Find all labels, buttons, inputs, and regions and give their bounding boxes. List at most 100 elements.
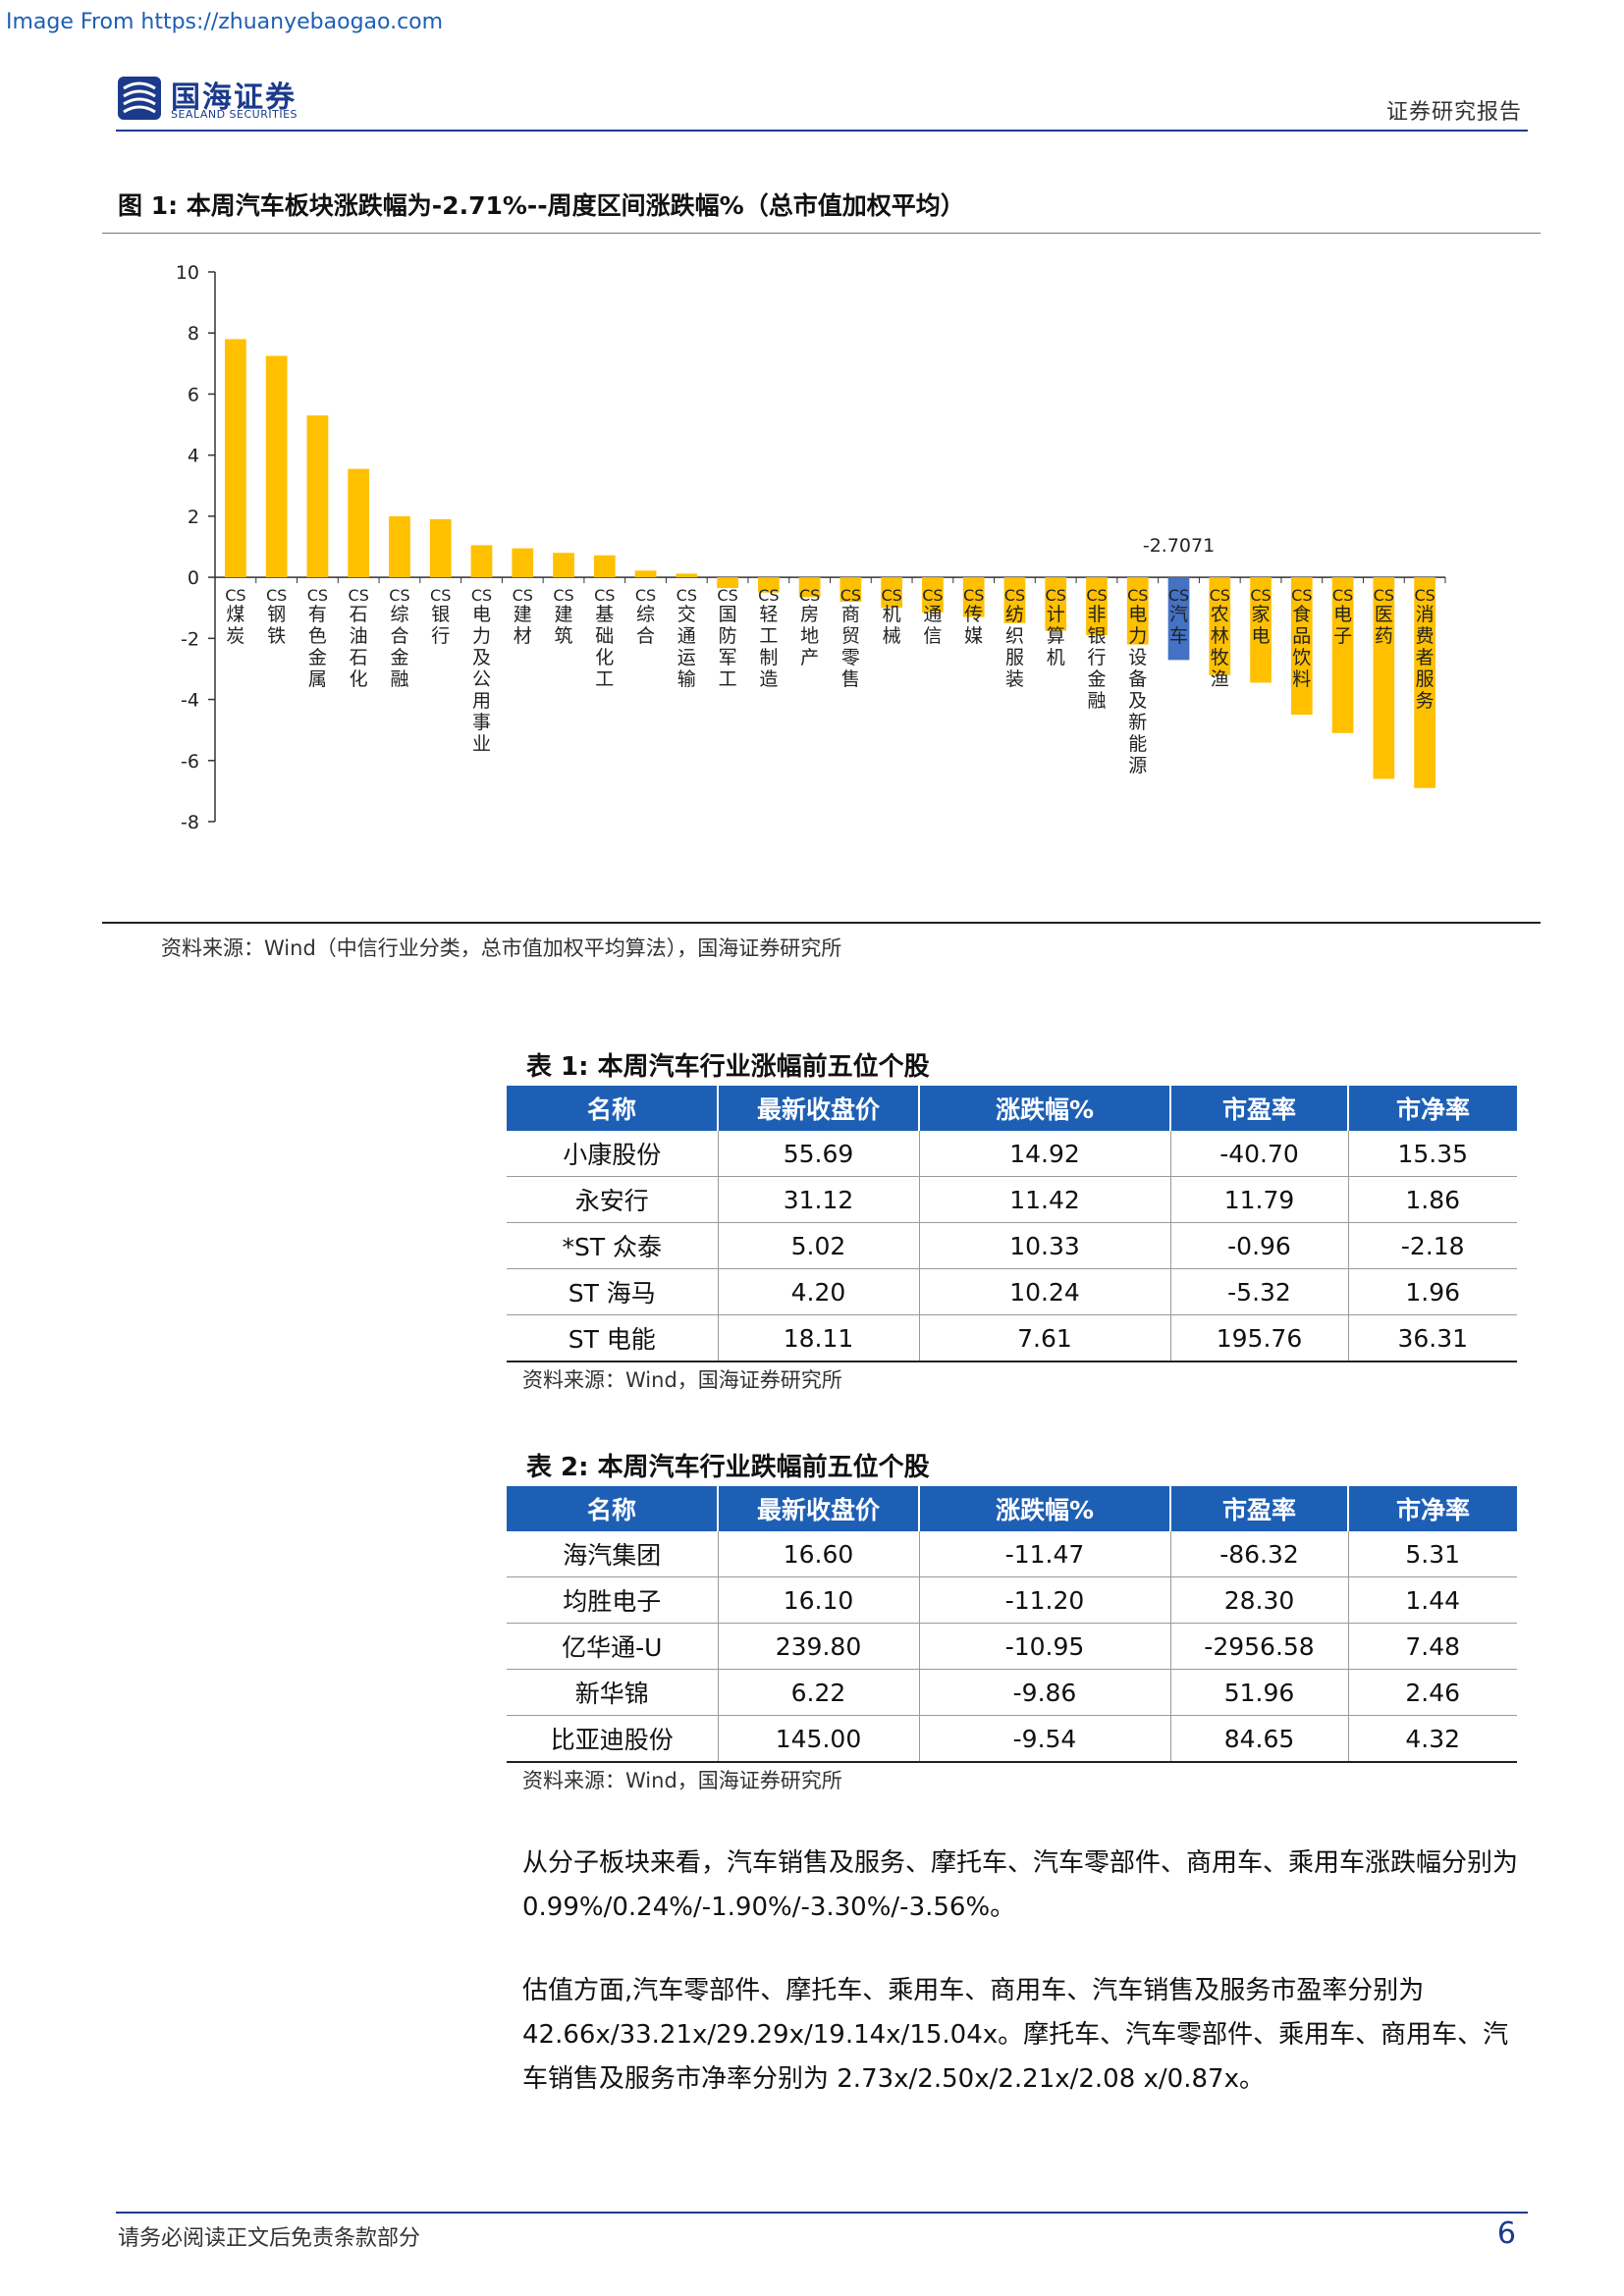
bar-CS石油石化 bbox=[348, 468, 370, 578]
category-label: CS 商贸零售 bbox=[840, 586, 861, 690]
y-tick-label: -8 bbox=[181, 812, 199, 833]
table-cell: 10.24 bbox=[918, 1268, 1170, 1315]
category-label: CS 食品饮料 bbox=[1291, 586, 1312, 690]
table-cell: *ST 众泰 bbox=[507, 1222, 718, 1269]
bar-CS医药 bbox=[1373, 577, 1395, 779]
table-cell: 5.02 bbox=[717, 1222, 919, 1269]
table-cell: -5.32 bbox=[1169, 1268, 1348, 1315]
bar-CS机械 bbox=[881, 577, 903, 609]
logo-english-name: SEALAND SECURITIES bbox=[171, 108, 298, 121]
table-cell: 28.30 bbox=[1169, 1576, 1348, 1624]
table-cell: 4.20 bbox=[717, 1268, 919, 1315]
table-header-row: 名称 最新收盘价 涨跌幅% 市盈率 市净率 bbox=[507, 1086, 1517, 1131]
bar-CS食品饮料 bbox=[1290, 577, 1313, 716]
table-row: 海汽集团 16.60 -11.47 -86.32 5.31 bbox=[507, 1531, 1517, 1577]
category-label: CS 房地产 bbox=[799, 586, 820, 668]
table-cell: 195.76 bbox=[1169, 1314, 1348, 1362]
category-label: CS 纺织服装 bbox=[1004, 586, 1025, 690]
bar-CS消费者服务 bbox=[1414, 577, 1435, 788]
category-label: CS 传媒 bbox=[963, 586, 984, 647]
table-cell: 31.12 bbox=[717, 1176, 919, 1223]
bar-CS基础化工 bbox=[593, 555, 616, 578]
table-cell: ST 海马 bbox=[507, 1268, 718, 1315]
y-tick-label: -6 bbox=[181, 751, 199, 773]
table-cell: 36.31 bbox=[1347, 1314, 1517, 1362]
bar-CS商贸零售 bbox=[839, 577, 862, 602]
y-tick-label: 10 bbox=[176, 262, 199, 284]
watermark-link[interactable]: Image From https://zhuanyebaogao.com bbox=[6, 10, 444, 34]
table-cell: -2.18 bbox=[1347, 1222, 1517, 1269]
table-cell: 16.60 bbox=[717, 1531, 919, 1577]
bar-CS建筑 bbox=[553, 553, 574, 578]
table-cell: 新华锦 bbox=[507, 1669, 718, 1716]
sealand-logo-icon bbox=[118, 77, 161, 120]
table-cell: -11.20 bbox=[918, 1576, 1170, 1624]
bar-CS通信 bbox=[922, 577, 944, 613]
table-row: 小康股份 55.69 14.92 -40.70 15.35 bbox=[507, 1131, 1517, 1177]
table-cell: -0.96 bbox=[1169, 1222, 1348, 1269]
category-label: CS 消费者服务 bbox=[1414, 586, 1435, 712]
bar-CS轻工制造 bbox=[757, 577, 780, 593]
category-label: CS 煤炭 bbox=[225, 586, 245, 647]
bar-CS电力设备及新能源 bbox=[1126, 577, 1149, 645]
paragraph-valuation: 估值方面,汽车零部件、摩托车、乘用车、商用车、汽车销售及服务市盈率分别为 42.… bbox=[522, 1976, 1509, 2094]
table-cell: 1.86 bbox=[1347, 1176, 1517, 1223]
table-cell: 16.10 bbox=[717, 1576, 919, 1624]
bar-CS房地产 bbox=[798, 577, 821, 598]
category-label: CS 有色金属 bbox=[307, 586, 328, 690]
table-cell: 亿华通-U bbox=[507, 1623, 718, 1670]
category-label: CS 家电 bbox=[1250, 586, 1271, 647]
table-row: 永安行 31.12 11.42 11.79 1.86 bbox=[507, 1176, 1517, 1223]
y-tick-label: 0 bbox=[188, 567, 199, 589]
bar-CS汽车 bbox=[1167, 577, 1190, 661]
table-cell: 84.65 bbox=[1169, 1715, 1348, 1763]
bar-CS计算机 bbox=[1045, 577, 1067, 631]
table-cell: 5.31 bbox=[1347, 1531, 1517, 1577]
table-cell: 10.33 bbox=[918, 1222, 1170, 1269]
table-cell: 11.79 bbox=[1169, 1176, 1348, 1223]
data-label: -2.7071 bbox=[1143, 535, 1215, 557]
category-label: CS 基础化工 bbox=[594, 586, 615, 690]
table-cell: -9.86 bbox=[918, 1669, 1170, 1716]
footer-divider bbox=[116, 2212, 1528, 2214]
column-header: 市盈率 bbox=[1169, 1486, 1348, 1531]
category-label: CS 石油石化 bbox=[349, 586, 369, 690]
bar-CS电力及公用事业 bbox=[470, 545, 493, 578]
column-header: 市净率 bbox=[1347, 1086, 1517, 1131]
table-cell: 11.42 bbox=[918, 1176, 1170, 1223]
table-cell: 比亚迪股份 bbox=[507, 1715, 718, 1763]
bar-CS综合 bbox=[634, 570, 657, 578]
table2-title: 表 2: 本周汽车行业跌幅前五位个股 bbox=[526, 1453, 930, 1482]
table-cell: 18.11 bbox=[717, 1314, 919, 1362]
table-cell: 14.92 bbox=[918, 1131, 1170, 1177]
table-row: 新华锦 6.22 -9.86 51.96 2.46 bbox=[507, 1669, 1517, 1716]
category-label: CS 电子 bbox=[1332, 586, 1353, 647]
table1-title: 表 1: 本周汽车行业涨幅前五位个股 bbox=[526, 1052, 930, 1082]
table-cell: 1.44 bbox=[1347, 1576, 1517, 1624]
bar-chart: 10 8 6 4 2 0 -2 -4 -6 -8 CS 煤炭 CS 钢铁 CS 有色金属 CS 石油石化 CS 综合金… bbox=[176, 262, 1446, 833]
column-header: 市盈率 bbox=[1169, 1086, 1348, 1131]
table1-source: 资料来源：Wind，国海证券研究所 bbox=[522, 1368, 842, 1392]
category-label: CS 通信 bbox=[922, 586, 943, 647]
figure-source: 资料来源：Wind（中信行业分类，总市值加权平均算法），国海证券研究所 bbox=[161, 936, 842, 960]
category-label: CS 非银行金融 bbox=[1086, 586, 1107, 712]
table-cell: 4.32 bbox=[1347, 1715, 1517, 1763]
y-tick-label: 2 bbox=[188, 507, 199, 528]
header-divider bbox=[116, 130, 1528, 132]
category-label: CS 汽车 bbox=[1168, 586, 1189, 647]
column-header: 市净率 bbox=[1347, 1486, 1517, 1531]
table-cell: -40.70 bbox=[1169, 1131, 1348, 1177]
column-header: 最新收盘价 bbox=[717, 1086, 919, 1131]
category-label: CS 建筑 bbox=[553, 586, 573, 647]
category-label: CS 银行 bbox=[430, 586, 451, 647]
table-cell: 1.96 bbox=[1347, 1268, 1517, 1315]
category-label: CS 医药 bbox=[1374, 586, 1394, 647]
bar-CS家电 bbox=[1250, 577, 1272, 683]
category-label: CS 轻工制造 bbox=[758, 586, 779, 690]
column-header: 涨跌幅% bbox=[918, 1486, 1170, 1531]
table-cell: -9.54 bbox=[918, 1715, 1170, 1763]
table-row: ST 海马 4.20 10.24 -5.32 1.96 bbox=[507, 1268, 1517, 1315]
bar-CS银行 bbox=[429, 519, 452, 578]
bar-CS建材 bbox=[512, 548, 534, 578]
table-cell: 2.46 bbox=[1347, 1669, 1517, 1716]
